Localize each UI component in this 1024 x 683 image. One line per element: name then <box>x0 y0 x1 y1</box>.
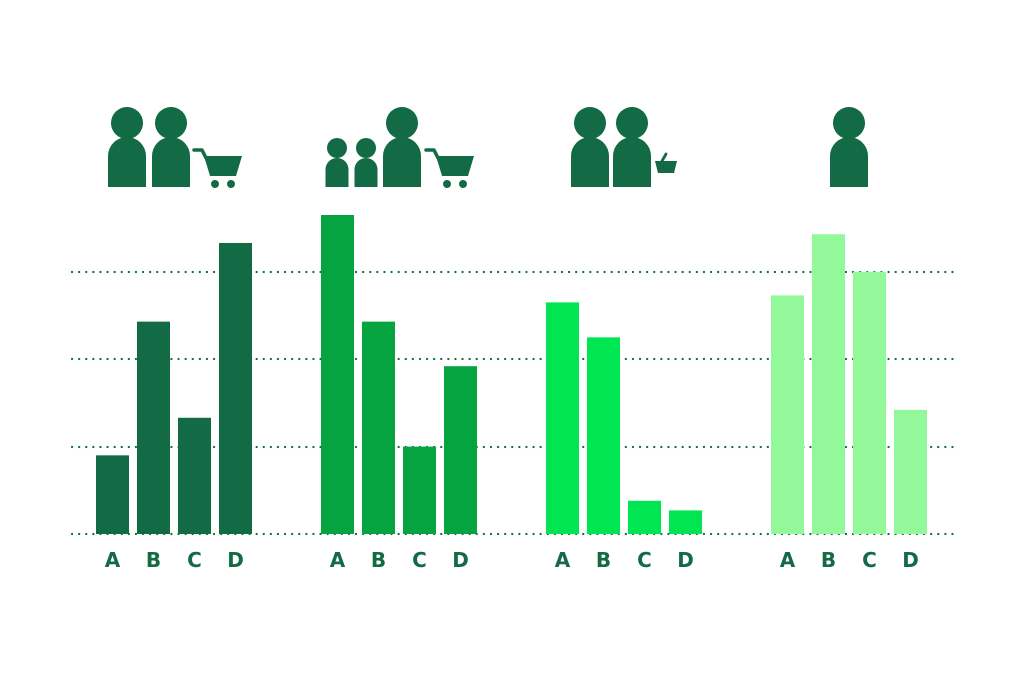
bar <box>546 302 579 534</box>
bar <box>321 215 354 534</box>
bar <box>812 234 845 534</box>
bar-group <box>546 302 702 534</box>
bar-group <box>321 215 477 534</box>
bar <box>137 321 170 534</box>
x-tick-label: A <box>105 548 121 572</box>
x-tick-label: B <box>146 548 161 572</box>
single-adult-icon <box>830 107 868 187</box>
bar <box>853 271 886 534</box>
x-tick-label: C <box>637 548 652 572</box>
bar <box>362 321 395 534</box>
family-with-shopping-cart-icon <box>325 107 474 188</box>
bar <box>771 295 804 534</box>
person-icon <box>108 107 146 187</box>
x-tick-label: B <box>821 548 836 572</box>
bar <box>444 366 477 534</box>
x-tick-label: A <box>780 548 796 572</box>
x-tick-label: C <box>862 548 877 572</box>
group-icons <box>108 107 868 188</box>
two-adults-with-basket-icon <box>571 107 677 187</box>
person-icon <box>613 107 651 187</box>
person-icon <box>325 138 349 187</box>
bar <box>587 337 620 534</box>
x-tick-label: D <box>677 548 694 572</box>
person-icon <box>571 107 609 187</box>
bar <box>628 500 661 534</box>
bar <box>669 510 702 534</box>
x-tick-label: B <box>596 548 611 572</box>
x-tick-label: C <box>412 548 427 572</box>
shopping-cart-icon <box>192 148 242 188</box>
two-adults-with-shopping-cart-icon <box>108 107 242 188</box>
person-icon <box>830 107 868 187</box>
bar <box>178 417 211 534</box>
bar-group <box>771 234 927 534</box>
x-tick-label: C <box>187 548 202 572</box>
shopping-cart-icon <box>424 148 474 188</box>
bars <box>96 215 927 535</box>
x-tick-label: D <box>902 548 919 572</box>
bar <box>894 409 927 534</box>
x-tick-label: A <box>555 548 571 572</box>
bar-group <box>96 242 252 535</box>
x-tick-label: A <box>330 548 346 572</box>
person-icon <box>152 107 190 187</box>
x-tick-label: D <box>227 548 244 572</box>
x-tick-label: B <box>371 548 386 572</box>
bar <box>96 455 129 534</box>
person-icon <box>354 138 378 187</box>
person-icon <box>383 107 421 187</box>
bar <box>403 446 436 534</box>
basket-icon <box>655 152 677 173</box>
x-tick-label: D <box>452 548 469 572</box>
bar <box>219 242 252 535</box>
